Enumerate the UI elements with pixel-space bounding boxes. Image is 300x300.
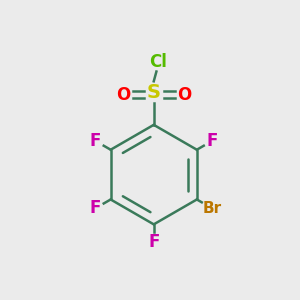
Text: Br: Br (203, 201, 222, 216)
Text: F: F (90, 200, 101, 217)
Text: O: O (177, 85, 191, 103)
Text: F: F (90, 132, 101, 150)
Text: O: O (116, 85, 131, 103)
Text: F: F (148, 233, 159, 251)
Text: Cl: Cl (149, 53, 167, 71)
Text: S: S (147, 83, 161, 102)
Text: F: F (206, 132, 218, 150)
